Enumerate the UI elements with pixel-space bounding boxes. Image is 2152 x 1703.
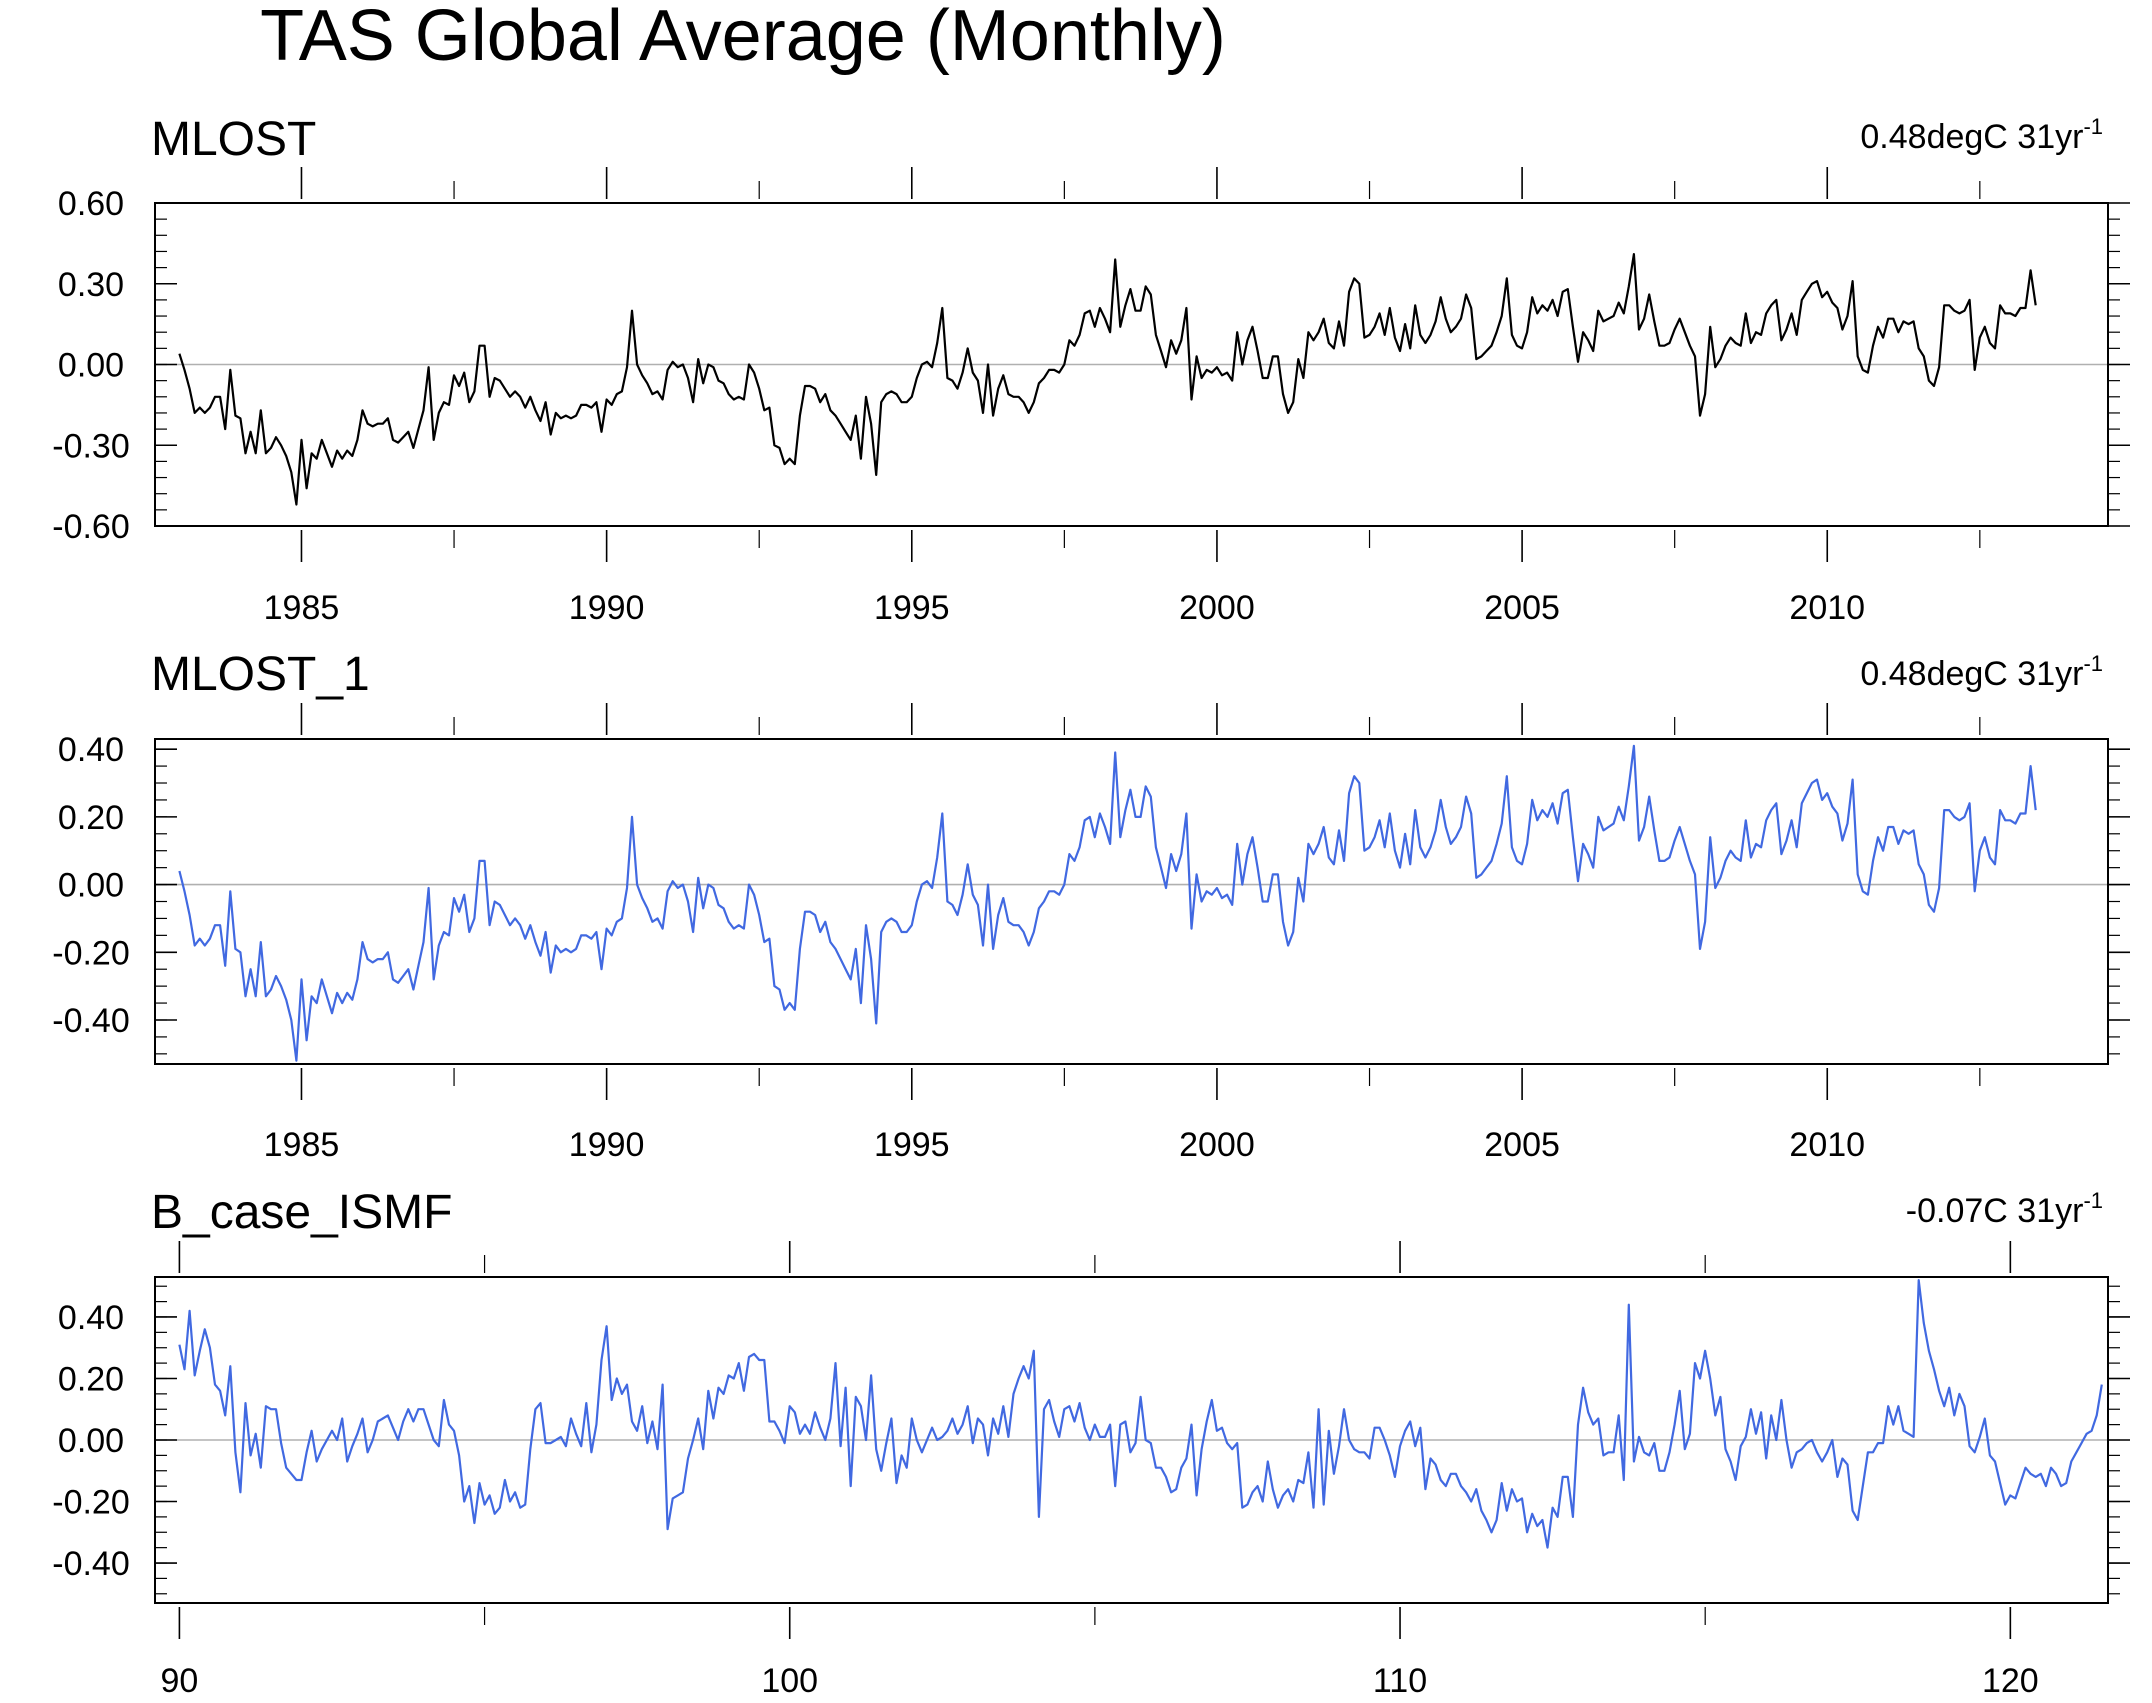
- x-tick-label: 1985: [264, 589, 340, 627]
- trend-label-mlost-1: 0.48degC 31yr-1: [1860, 651, 2103, 693]
- x-tick-label: 120: [1982, 1662, 2039, 1700]
- y-tick-label: 0.20: [58, 1360, 124, 1398]
- main-title: TAS Global Average (Monthly): [260, 0, 1226, 76]
- x-tick-label: 1995: [874, 589, 950, 627]
- axes-b-case-ismf: -0.40 -0.20 0.00 0.20 0.40 90 100 110 120: [52, 1241, 2130, 1700]
- panel-mlost-1: MLOST_1 0.48degC 31yr-1 -0.40 -0.20 0.00 0.…: [52, 648, 2130, 1164]
- x-tick-label: 100: [761, 1662, 818, 1700]
- y-tick-label: 0.40: [58, 1299, 124, 1337]
- trend-text-mlost-1: 0.48degC 31yr: [1860, 655, 2083, 693]
- x-tick-label: 90: [160, 1662, 198, 1700]
- y-tick-label: 0.60: [58, 185, 124, 223]
- trend-exponent-b-case-ismf: -1: [2083, 1188, 2103, 1213]
- panel-mlost: MLOST 0.48degC 31yr-1 -0.60 -0.30 0.00 0.30…: [52, 113, 2130, 627]
- x-tick-label: 1990: [569, 589, 645, 627]
- y-tick-label: -0.20: [52, 934, 130, 972]
- y-tick-label: -0.20: [52, 1484, 130, 1522]
- x-tick-label: 1990: [569, 1126, 645, 1164]
- x-tick-label: 1995: [874, 1126, 950, 1164]
- x-tick-label: 2005: [1484, 589, 1560, 627]
- panel-title-mlost: MLOST: [151, 113, 316, 166]
- trend-text-b-case-ismf: -0.07C 31yr: [1906, 1192, 2084, 1230]
- x-tick-label: 2005: [1484, 1126, 1560, 1164]
- series-line-b-case-ismf: [178, 1279, 2103, 1549]
- series-line-mlost-1: [178, 744, 2037, 1062]
- panel-b-case-ismf: B_case_ISMF -0.07C 31yr-1 -0.40 -0.20 0.00…: [52, 1186, 2130, 1700]
- y-tick-label: -0.40: [52, 1002, 130, 1040]
- trend-text-mlost: 0.48degC 31yr: [1860, 118, 2083, 156]
- y-tick-label: -0.60: [52, 508, 130, 546]
- y-tick-label: -0.40: [52, 1545, 130, 1583]
- trend-exponent-mlost: -1: [2083, 114, 2103, 139]
- x-tick-label: 2010: [1789, 589, 1865, 627]
- x-tick-label: 2010: [1789, 1126, 1865, 1164]
- axes-mlost: -0.60 -0.30 0.00 0.30 0.60 1985 1990 1995 2000 20…: [52, 167, 2130, 627]
- x-tick-label: 2000: [1179, 1126, 1255, 1164]
- plot-frame: [154, 738, 2109, 1065]
- panel-title-b-case-ismf: B_case_ISMF: [151, 1186, 452, 1239]
- x-tick-label: 110: [1373, 1662, 1427, 1700]
- series-line-mlost: [178, 253, 2037, 506]
- x-tick-label: 1985: [264, 1126, 340, 1164]
- trend-exponent-mlost-1: -1: [2083, 651, 2103, 676]
- trend-label-mlost: 0.48degC 31yr-1: [1860, 114, 2103, 156]
- axes-mlost-1: -0.40 -0.20 0.00 0.20 0.40 1985 1990 1995 2000 20…: [52, 703, 2130, 1164]
- y-tick-label: 0.20: [58, 799, 124, 837]
- y-tick-label: 0.00: [58, 347, 124, 385]
- y-tick-label: 0.00: [58, 1422, 124, 1460]
- y-tick-label: 0.00: [58, 867, 124, 905]
- y-tick-label: 0.30: [58, 266, 124, 304]
- trend-label-b-case-ismf: -0.07C 31yr-1: [1906, 1188, 2103, 1230]
- panel-title-mlost-1: MLOST_1: [151, 648, 370, 701]
- y-tick-label: 0.40: [58, 731, 124, 769]
- x-tick-label: 2000: [1179, 589, 1255, 627]
- y-tick-label: -0.30: [52, 427, 130, 465]
